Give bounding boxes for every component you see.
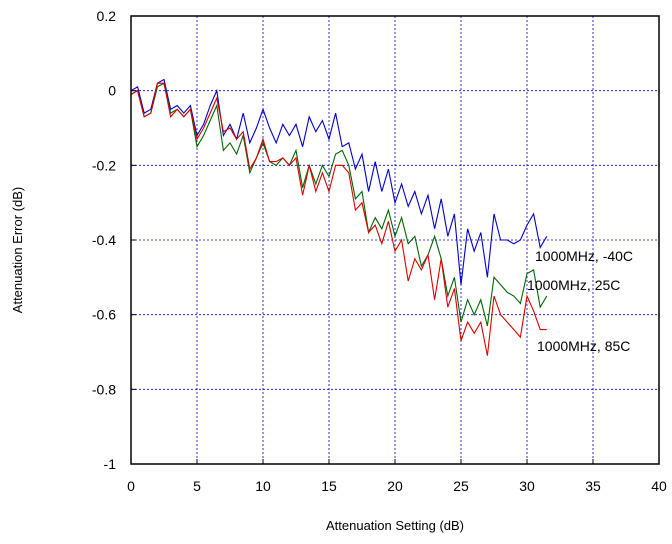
series-annotation-1: 1000MHz, -40C bbox=[535, 248, 633, 264]
x-tick-label: 10 bbox=[255, 478, 271, 494]
y-axis-title: Attenuation Error (dB) bbox=[10, 187, 25, 313]
x-tick-label: 0 bbox=[127, 478, 135, 494]
x-axis-title: Attenuation Setting (dB) bbox=[326, 518, 464, 533]
y-tick-label: -0.4 bbox=[92, 232, 116, 248]
series-line-3 bbox=[130, 82, 547, 356]
y-tick-label: -0.2 bbox=[92, 157, 116, 173]
series-annotation-2: 1000MHz, 25C bbox=[527, 277, 620, 293]
series-line-2 bbox=[130, 82, 548, 327]
series-line-1 bbox=[130, 78, 548, 285]
x-tick-label: 25 bbox=[453, 478, 469, 494]
x-tick-label: 40 bbox=[651, 478, 667, 494]
x-tick-label: 35 bbox=[585, 478, 601, 494]
y-tick-label: 0 bbox=[108, 83, 116, 99]
series-layer bbox=[130, 78, 548, 356]
y-tick-label: -0.8 bbox=[92, 381, 116, 397]
tick-layer bbox=[130, 15, 660, 465]
tick-label-layer: 0 5 10 15 20 25 30 35 40 0.2 0 -0.2 -0.4 -0.6 -0.8 -1 bbox=[92, 8, 667, 494]
y-tick-label: 0.2 bbox=[97, 8, 117, 24]
x-tick-label: 5 bbox=[193, 478, 201, 494]
x-tick-label: 30 bbox=[519, 478, 535, 494]
grid-layer bbox=[131, 16, 659, 464]
y-tick-label: -1 bbox=[104, 456, 117, 472]
x-tick-label: 15 bbox=[321, 478, 337, 494]
series-annotation-layer: 1000MHz, -40C 1000MHz, 25C 1000MHz, 85C bbox=[527, 248, 633, 354]
x-tick-label: 20 bbox=[387, 478, 403, 494]
series-annotation-3: 1000MHz, 85C bbox=[537, 338, 630, 354]
y-tick-label: -0.6 bbox=[92, 307, 116, 323]
